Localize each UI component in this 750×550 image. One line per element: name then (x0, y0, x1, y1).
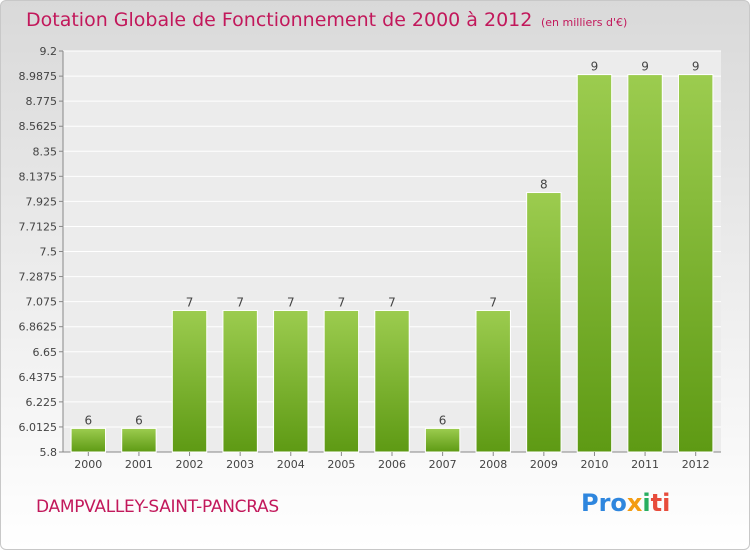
data-label: 6 (84, 413, 92, 427)
data-label: 9 (641, 60, 649, 74)
bar (677, 74, 714, 453)
logo-part-2: x (626, 489, 643, 517)
x-tick-label: 2011 (631, 458, 659, 471)
data-label: 9 (591, 60, 599, 74)
x-tick-label: 2005 (327, 458, 355, 471)
y-tick-label: 9.2 (40, 45, 58, 58)
bar (424, 427, 461, 453)
bar (222, 309, 258, 453)
bar (576, 74, 613, 453)
bar (526, 192, 562, 453)
x-tick-label: 2010 (580, 458, 608, 471)
y-tick-label: 7.7125 (19, 220, 58, 233)
data-label: 7 (338, 295, 346, 309)
y-tick-label: 6.8625 (19, 321, 58, 334)
data-label: 7 (186, 295, 194, 309)
x-tick-label: 2001 (125, 458, 153, 471)
data-label: 7 (388, 295, 396, 309)
data-label: 9 (692, 60, 700, 74)
y-tick-label: 6.65 (33, 346, 58, 359)
x-tick-label: 2009 (530, 458, 558, 471)
bar (627, 74, 663, 453)
commune-name: DAMPVALLEY-SAINT-PANCRAS (36, 497, 279, 517)
x-tick-label: 2000 (74, 458, 102, 471)
bar (374, 309, 410, 453)
y-tick-label: 7.075 (26, 296, 58, 309)
x-tick-label: 2007 (429, 458, 457, 471)
chart-title: Dotation Globale de Fonctionnement de 20… (26, 9, 533, 31)
x-tick-label: 2012 (682, 458, 710, 471)
y-tick-label: 8.775 (26, 95, 58, 108)
proxiti-logo[interactable]: Proxiti (581, 489, 670, 517)
bar (121, 427, 157, 453)
y-tick-label: 8.35 (33, 145, 58, 158)
data-label: 6 (135, 413, 143, 427)
logo-part-4: ti (650, 489, 671, 517)
y-tick-label: 5.8 (40, 446, 58, 459)
data-label: 7 (489, 295, 497, 309)
y-tick-label: 8.5625 (19, 120, 58, 133)
y-tick-label: 8.1375 (19, 170, 58, 183)
y-tick-label: 7.5 (40, 246, 58, 259)
x-tick-label: 2003 (226, 458, 254, 471)
unit-note: (en milliers d'€) (541, 16, 628, 29)
x-tick-label: 2008 (479, 458, 507, 471)
x-tick-label: 2002 (176, 458, 204, 471)
bar (273, 309, 309, 453)
data-label: 6 (439, 413, 447, 427)
x-tick-label: 2004 (277, 458, 305, 471)
data-label: 8 (540, 178, 548, 192)
bar (70, 427, 107, 453)
bar (475, 309, 511, 453)
y-tick-label: 6.0125 (19, 421, 58, 434)
data-label: 7 (287, 295, 295, 309)
y-tick-label: 8.9875 (19, 70, 58, 83)
bar (171, 309, 208, 453)
logo-part-1: Pro (581, 489, 627, 517)
y-tick-label: 6.4375 (19, 371, 58, 384)
y-tick-label: 7.925 (26, 195, 58, 208)
x-tick-label: 2006 (378, 458, 406, 471)
bar (323, 309, 360, 453)
logo-part-3: i (642, 489, 651, 517)
y-tick-label: 6.225 (26, 396, 58, 409)
data-label: 7 (236, 295, 244, 309)
y-tick-label: 7.2875 (19, 271, 58, 284)
